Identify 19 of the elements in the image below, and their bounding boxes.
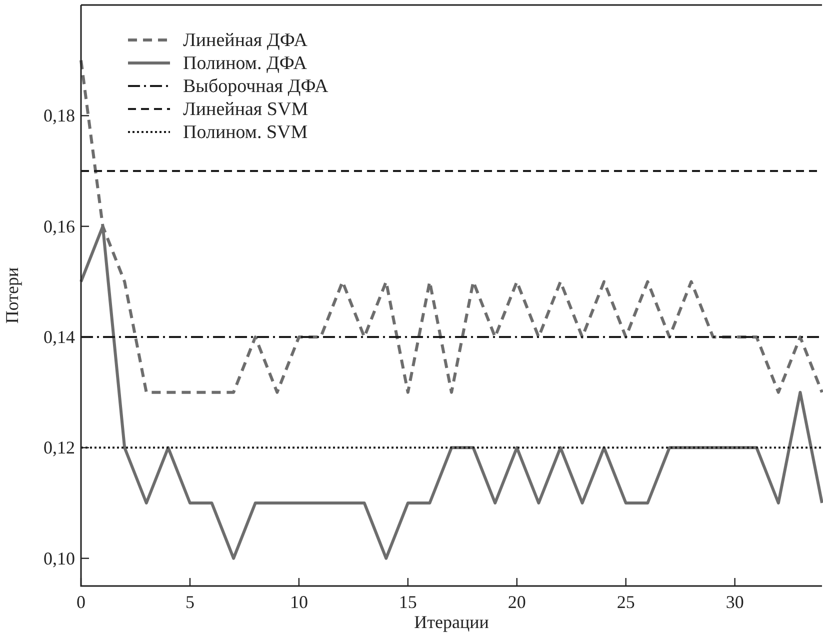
legend-label: Полином. SVM [183,122,308,143]
legend-label: Полином. ДФА [183,53,308,74]
legend-label: Выборочная ДФА [183,76,329,97]
legend-label: Линейная ДФА [183,30,308,51]
y-tick-label: 0,12 [44,438,75,458]
y-tick-label: 0,14 [44,327,75,347]
x-tick-label: 30 [726,592,744,612]
x-tick-label: 20 [508,592,526,612]
y-tick-label: 0,16 [44,216,75,236]
x-tick-label: 15 [398,592,417,612]
y-tick-label: 0,10 [44,548,75,568]
x-axis-title: Итерации [414,612,490,632]
y-axis-title: Потери [2,267,22,324]
x-tick-label: 25 [616,592,635,612]
legend-label: Линейная SVM [183,99,308,120]
x-tick-label: 5 [185,592,194,612]
x-tick-label: 0 [76,592,86,612]
y-tick-label: 0,18 [44,106,75,126]
x-tick-label: 10 [290,592,308,612]
